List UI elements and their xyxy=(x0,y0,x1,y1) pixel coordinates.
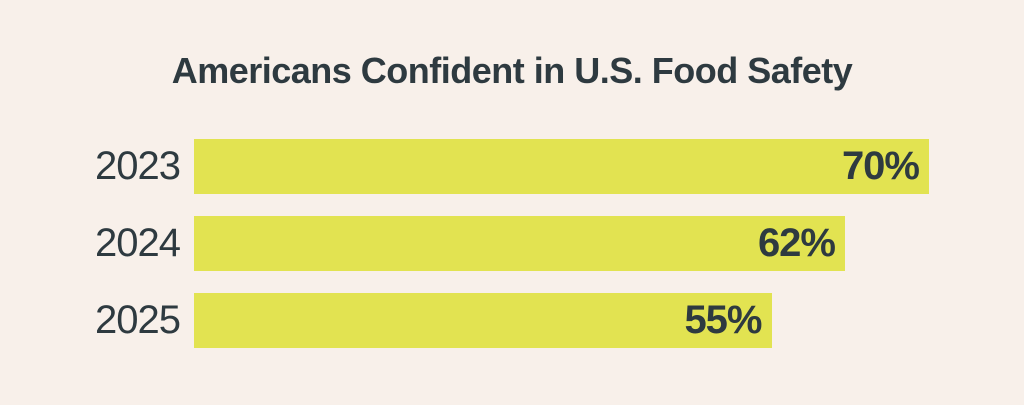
bar-2024: 62% xyxy=(194,216,845,271)
value-label-2024: 62% xyxy=(757,221,836,265)
value-label-2023: 70% xyxy=(841,144,920,188)
value-label-2025: 55% xyxy=(684,298,762,342)
chart-title: Americans Confident in U.S. Food Safety xyxy=(171,50,853,91)
category-label-2023: 2023 xyxy=(95,144,181,188)
bar-2023: 70% xyxy=(194,139,929,194)
category-label-2025: 2025 xyxy=(95,298,181,342)
bar-2025: 55% xyxy=(194,293,772,348)
bar-row: 2024 62% xyxy=(0,216,1024,271)
bar-chart: 2023 70% 2024 62% 2025 55% xyxy=(0,139,1024,349)
category-label-2024: 2024 xyxy=(95,221,181,265)
bar-row: 2023 70% xyxy=(0,139,1024,194)
bar-row: 2025 55% xyxy=(0,293,1024,348)
